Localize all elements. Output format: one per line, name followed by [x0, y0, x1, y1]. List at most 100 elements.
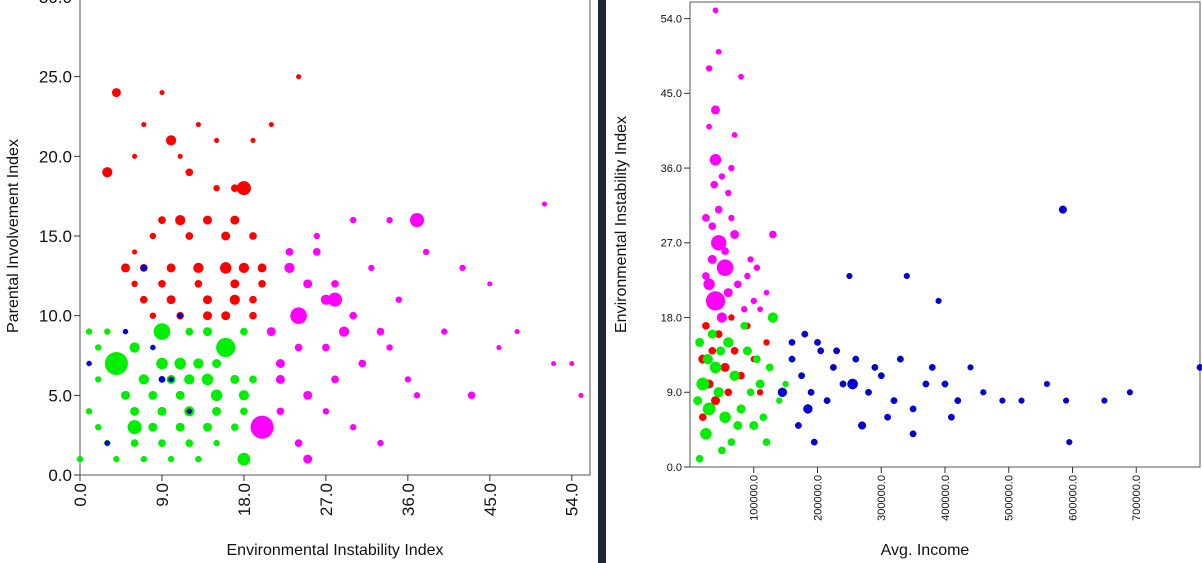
scatter-point — [168, 376, 174, 383]
scatter-point — [823, 397, 831, 404]
scatter-point — [713, 387, 724, 398]
scatter-point — [377, 439, 384, 447]
scatter-point — [702, 321, 710, 330]
scatter-point — [140, 455, 147, 463]
scatter-point — [153, 323, 171, 340]
scatter-point — [149, 232, 157, 240]
x-tick-label: 600000.0 — [1067, 475, 1079, 521]
scatter-point — [95, 344, 102, 351]
scatter-point — [716, 259, 734, 277]
scatter-point — [294, 343, 303, 352]
scatter-point — [285, 248, 294, 256]
scatter-point — [275, 359, 285, 368]
scatter-point — [85, 328, 93, 335]
scatter-point — [718, 446, 726, 455]
y-tick-label: 30.0 — [39, 0, 72, 7]
scatter-point — [158, 216, 166, 224]
scatter-point — [113, 455, 120, 463]
scatter-point — [777, 387, 788, 397]
scatter-point — [203, 215, 212, 225]
scatter-point — [967, 364, 974, 371]
scatter-point — [714, 330, 723, 338]
scatter-point — [212, 406, 222, 416]
scatter-point — [776, 397, 783, 404]
scatter-point — [313, 232, 320, 240]
scatter-point — [725, 189, 732, 197]
scatter-point — [148, 390, 158, 400]
scatter-point — [201, 373, 214, 386]
scatter-point — [733, 421, 743, 430]
scatter-point — [698, 413, 707, 422]
points-layer — [693, 7, 1202, 463]
x-tick-label: 200000.0 — [812, 475, 824, 521]
scatter-point — [716, 346, 726, 356]
scatter-point — [1018, 397, 1025, 404]
scatter-point — [803, 404, 813, 414]
scatter-point — [129, 342, 140, 353]
y-tick-label: 10.0 — [39, 307, 72, 326]
scatter-point — [767, 312, 779, 323]
scatter-point — [409, 213, 425, 228]
scatter-point — [150, 344, 156, 351]
scatter-point — [184, 374, 195, 385]
scatter-point — [798, 372, 806, 380]
scatter-point — [131, 280, 138, 287]
x-tick-label: 45.0 — [481, 483, 500, 516]
scatter-point — [794, 422, 802, 429]
scatter-point — [404, 376, 412, 383]
scatter-point — [322, 408, 330, 415]
scatter-point — [467, 391, 476, 400]
scatter-point — [95, 424, 102, 431]
scatter-point — [852, 355, 860, 363]
scatter-point — [810, 438, 818, 446]
scatter-point — [138, 374, 149, 385]
scatter-point — [85, 408, 93, 415]
scatter-point — [807, 388, 815, 396]
scatter-point — [165, 135, 177, 146]
scatter-point — [551, 360, 557, 367]
scatter-point — [240, 407, 248, 416]
scatter-point — [294, 439, 303, 447]
scatter-point — [1126, 389, 1133, 396]
scatter-point — [230, 184, 239, 193]
scatter-point — [693, 396, 703, 406]
scatter-point — [175, 214, 186, 226]
scatter-point — [249, 311, 257, 320]
scatter-point — [711, 105, 720, 115]
scatter-point — [702, 402, 716, 416]
scatter-point — [514, 329, 520, 335]
scatter-point — [130, 406, 140, 416]
scatter-point — [941, 380, 949, 388]
scatter-point — [185, 168, 194, 177]
scatter-point — [174, 357, 186, 370]
scatter-point — [695, 454, 704, 463]
scatter-point — [727, 438, 736, 446]
scatter-point — [219, 262, 232, 274]
scatter-point — [441, 328, 448, 335]
scatter-point — [257, 263, 267, 273]
scatter-point — [753, 355, 761, 363]
scatter-point — [229, 294, 240, 305]
scatter-point — [742, 346, 752, 356]
scatter-point — [757, 306, 763, 313]
scatter-point — [896, 355, 904, 363]
scatter-point — [350, 424, 357, 431]
scatter-point — [238, 390, 250, 401]
scatter-point — [496, 344, 502, 351]
scatter-point — [185, 232, 194, 240]
scatter-point — [719, 411, 731, 423]
scatter-point — [349, 311, 358, 320]
scatter-point — [903, 272, 910, 280]
scatter-point — [877, 372, 885, 380]
chart-left-panel: 0.0 5.0 10.0 15.0 20.0 25.0 30.0 0.0 9.0 18.0 27.0… — [0, 0, 598, 563]
scatter-point — [250, 137, 256, 143]
scatter-point — [569, 360, 575, 367]
scatter-point — [230, 279, 240, 289]
scatter-point — [763, 339, 770, 346]
scatter-point — [703, 278, 715, 291]
scatter-point — [422, 248, 430, 256]
scatter-point — [759, 413, 768, 422]
y-tick-label: 0.0 — [667, 462, 682, 474]
scatter-point — [195, 121, 201, 128]
scatter-point — [258, 279, 266, 288]
